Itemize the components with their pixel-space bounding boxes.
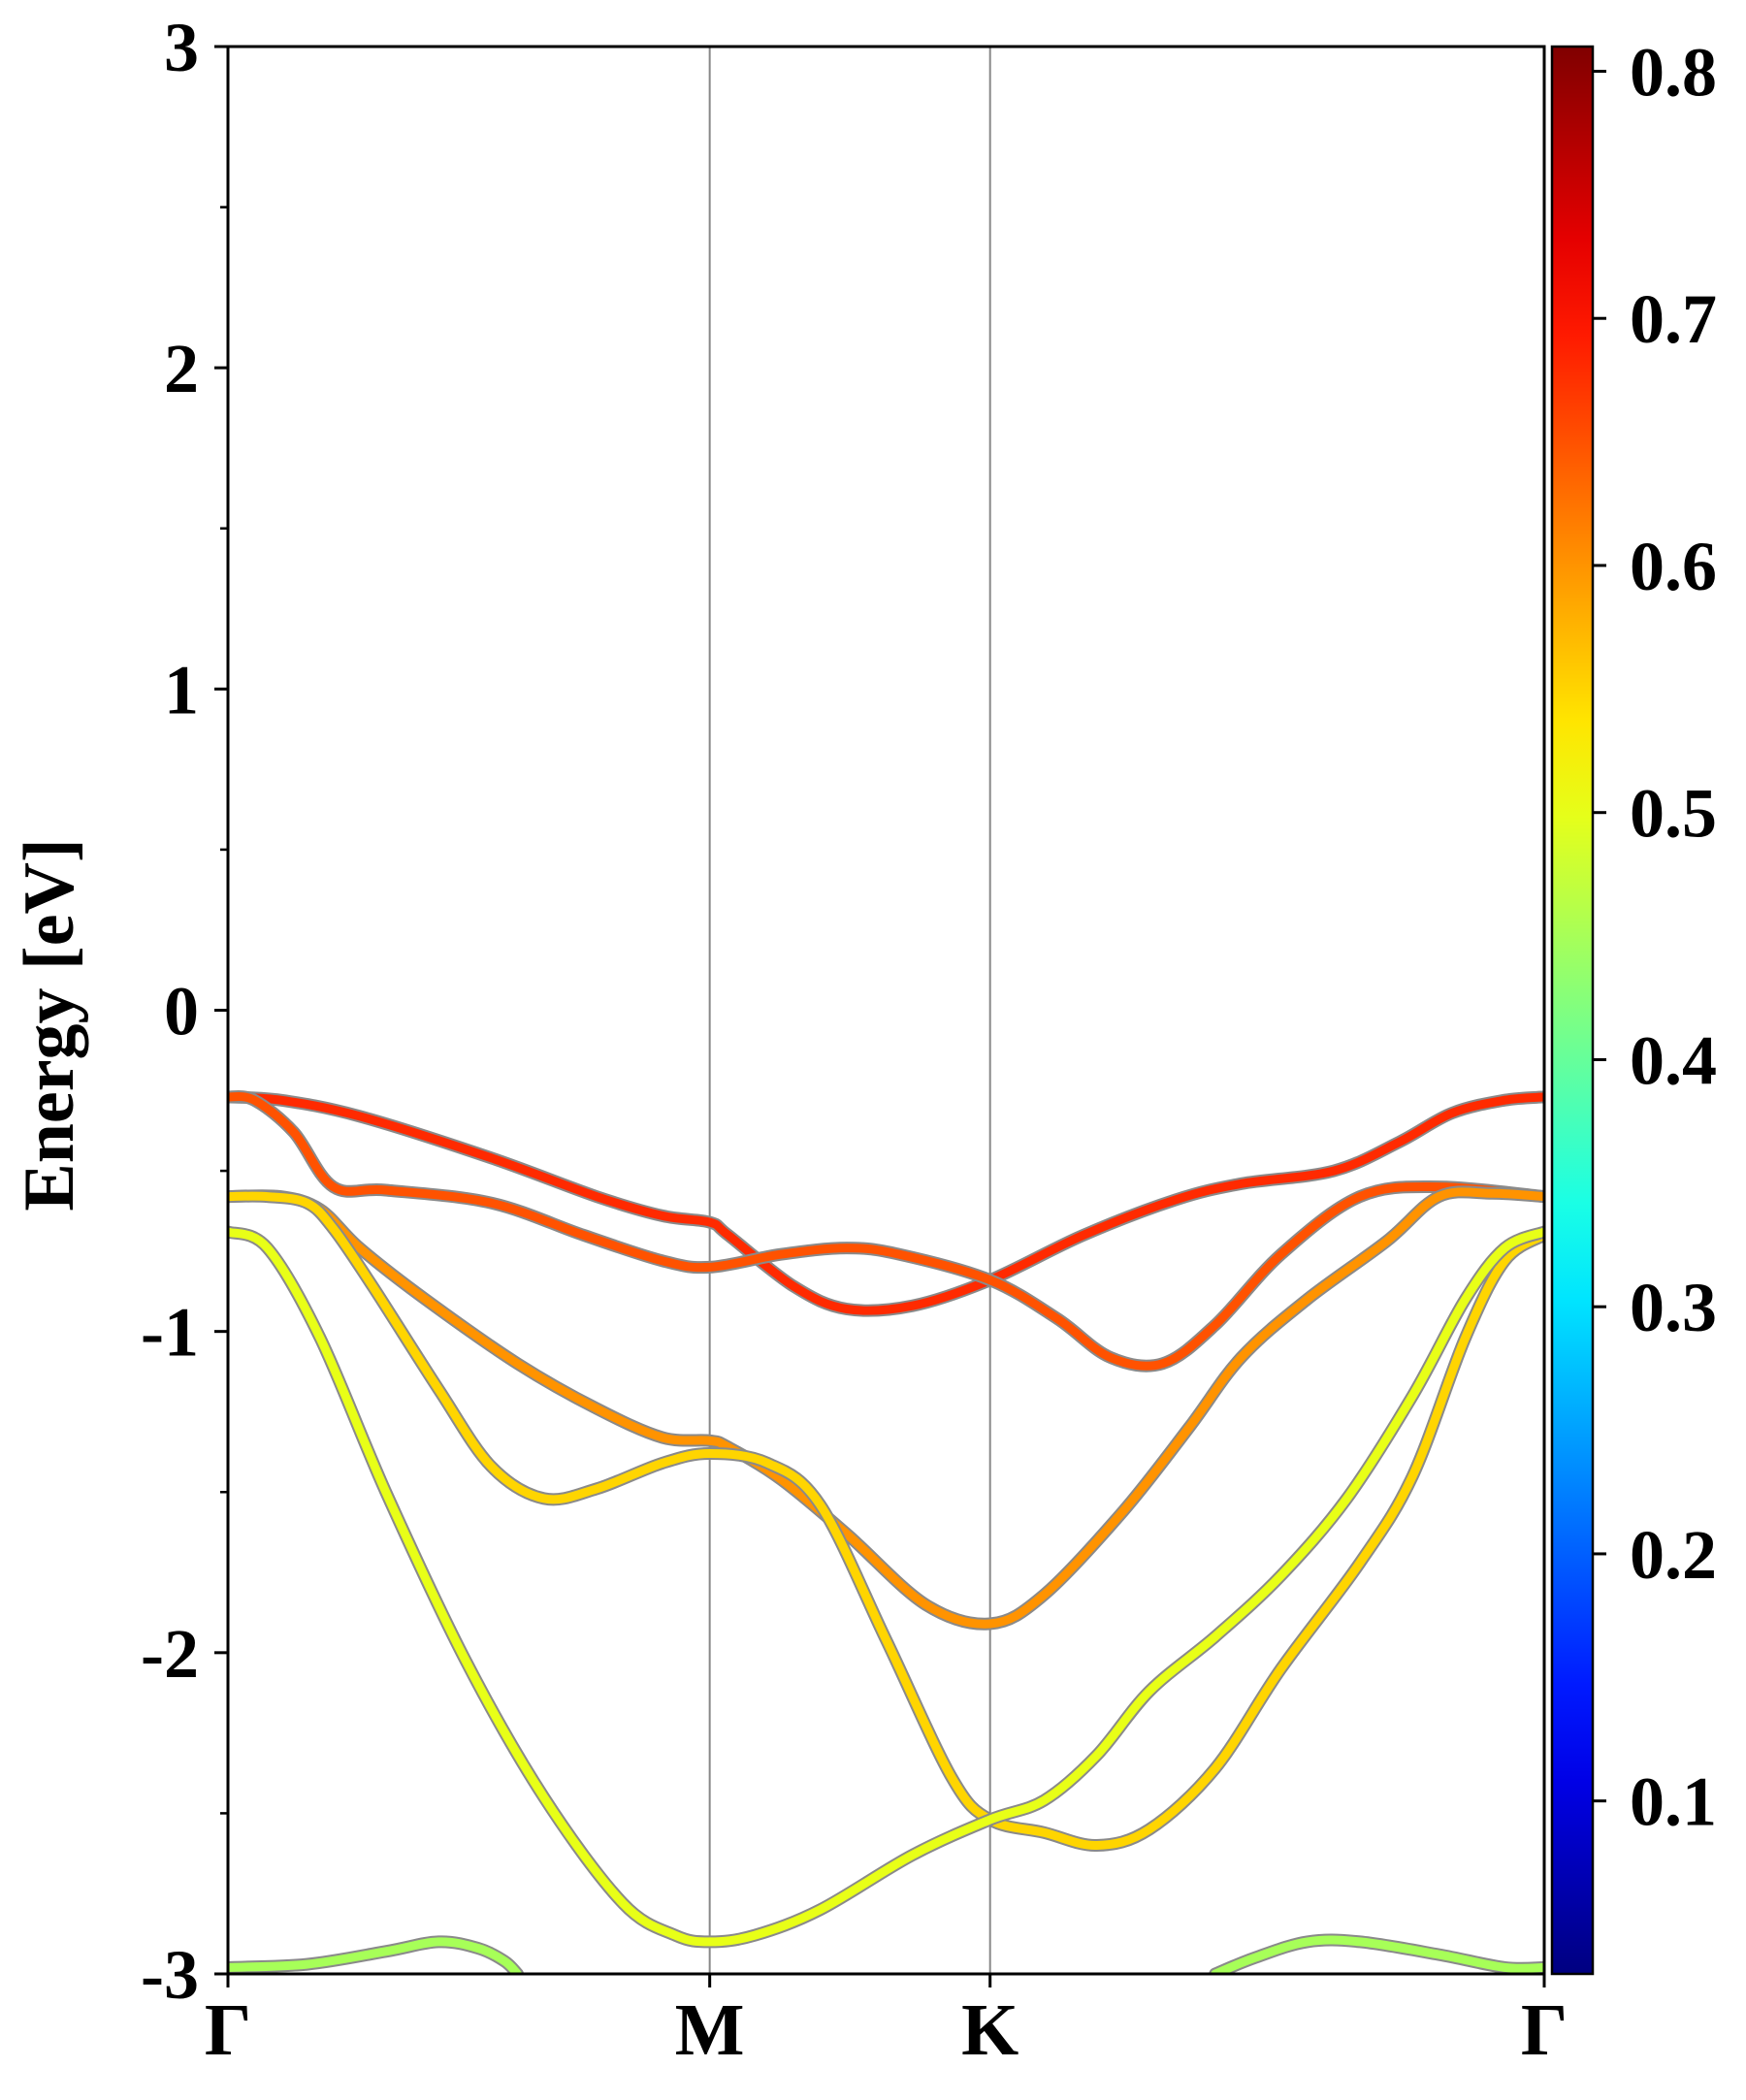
y-tick-label: 0 xyxy=(164,973,199,1050)
colorbar-tick-label: 0.7 xyxy=(1630,280,1717,358)
x-tick-label: M xyxy=(675,1989,745,2071)
y-tick-label: -1 xyxy=(141,1294,199,1372)
high-symmetry-lines xyxy=(708,47,991,1974)
colorbar-tick-label: 0.3 xyxy=(1630,1269,1717,1346)
band-line xyxy=(228,1191,1544,1850)
colorbar-tick-label: 0.8 xyxy=(1630,33,1717,111)
y-tick-label: 2 xyxy=(164,330,199,407)
band-line xyxy=(1211,1935,1544,1974)
colorbar-tick-label: 0.5 xyxy=(1630,775,1717,853)
plot-frame xyxy=(226,45,1546,1976)
x-tick-label: Γ xyxy=(1521,1989,1568,2071)
colorbar-ticks: 0.1 0.2 0.3 0.4 0.5 0.6 0.7 0.8 xyxy=(1593,33,1717,1841)
band-line xyxy=(228,1092,1544,1315)
y-tick-label: 1 xyxy=(164,651,199,728)
band-line xyxy=(228,1187,1544,1629)
band-line xyxy=(228,1937,522,1974)
colorbar-tick-label: 0.1 xyxy=(1630,1763,1717,1841)
y-axis-label: Energy [eV] xyxy=(10,838,89,1211)
x-tick-label: K xyxy=(961,1989,1018,2071)
colorbar-tick-label: 0.6 xyxy=(1630,528,1717,605)
band-line xyxy=(228,1092,1544,1371)
y-tick-label: -3 xyxy=(141,1936,199,2014)
colorbar xyxy=(1550,45,1595,1976)
x-tick-label: Γ xyxy=(205,1989,251,2071)
y-tick-label: 3 xyxy=(164,9,199,86)
colorbar-tick-label: 0.4 xyxy=(1630,1021,1717,1099)
y-tick-label: -2 xyxy=(141,1615,199,1693)
band-lines xyxy=(228,1090,1544,1974)
band-line xyxy=(228,1227,1544,1947)
colorbar-tick-label: 0.2 xyxy=(1630,1516,1717,1594)
